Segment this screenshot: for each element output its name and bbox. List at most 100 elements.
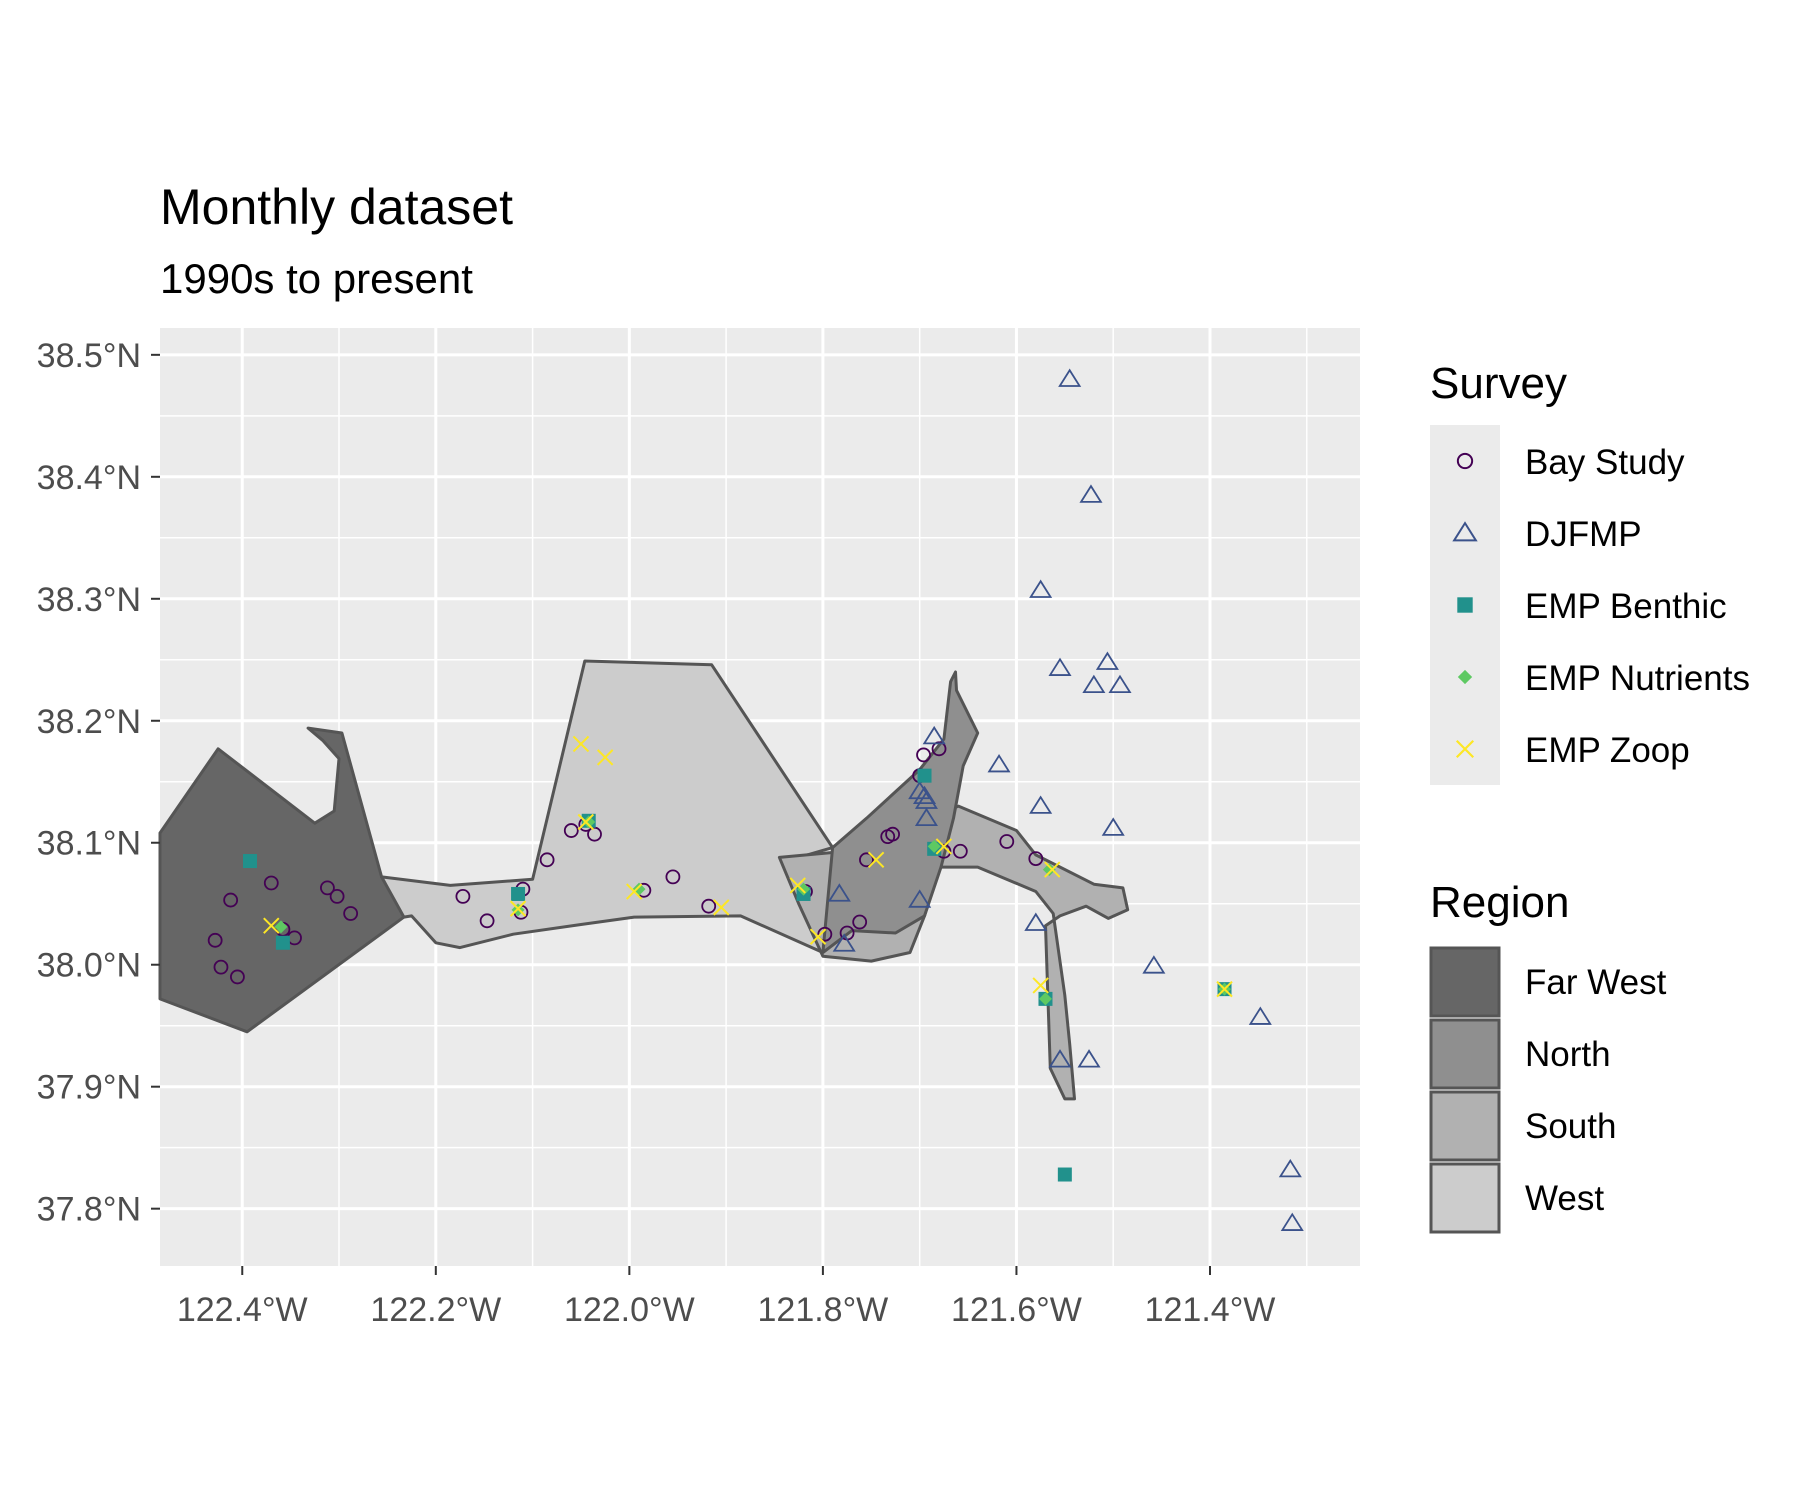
point-djfmp — [1024, 912, 1048, 931]
legend-label-bay-study: Bay Study — [1525, 443, 1685, 482]
legend-label-north: North — [1525, 1035, 1611, 1074]
point-bay-study — [230, 969, 245, 985]
region-far-west — [158, 726, 406, 1034]
point-emp-zoop — [263, 917, 280, 934]
x-tick-label: 121.8°W — [758, 1291, 889, 1329]
legend-key-djfmp — [1452, 521, 1478, 542]
point-djfmp — [908, 780, 932, 800]
legend-label-far-west: Far West — [1525, 963, 1667, 1002]
region-north — [821, 670, 980, 954]
point-djfmp — [1079, 484, 1103, 503]
point-emp-nutrients — [927, 839, 941, 853]
point-djfmp — [1048, 1049, 1072, 1068]
point-djfmp — [827, 883, 851, 902]
point-bay-study — [817, 926, 833, 942]
point-emp-zoop — [867, 851, 885, 869]
point-bay-study — [701, 898, 717, 914]
point-djfmp — [987, 753, 1011, 773]
point-bay-study — [207, 932, 223, 948]
point-emp-zoop — [625, 883, 643, 900]
x-tick-label: 121.4°W — [1145, 1291, 1276, 1329]
point-bay-study — [885, 826, 900, 842]
point-djfmp — [1108, 674, 1132, 694]
point-djfmp — [1029, 579, 1053, 598]
point-emp-benthic — [1057, 1167, 1072, 1182]
point-bay-study — [999, 834, 1015, 849]
point-djfmp — [1029, 795, 1053, 814]
point-emp-benthic — [275, 935, 290, 950]
point-bay-study — [1028, 851, 1044, 866]
point-djfmp — [1248, 1006, 1272, 1025]
y-tick-label: 38.2°N — [37, 703, 141, 741]
legend-swatch-north — [1429, 1018, 1501, 1090]
point-bay-study — [263, 875, 279, 891]
point-djfmp — [914, 807, 938, 826]
region-west — [380, 659, 849, 954]
point-emp-zoop — [572, 735, 590, 753]
point-emp-zoop — [1216, 980, 1233, 998]
x-tick-label: 122.0°W — [564, 1291, 695, 1329]
point-emp-nutrients — [274, 920, 288, 934]
legend-key-bay-study — [1456, 452, 1474, 470]
point-emp-nutrients — [1038, 992, 1052, 1006]
point-emp-nutrients — [582, 815, 596, 829]
point-emp-zoop — [935, 838, 953, 855]
y-tick-label: 38.0°N — [37, 947, 141, 985]
x-tick-label: 122.2°W — [370, 1291, 501, 1329]
point-bay-study — [213, 959, 229, 975]
legend-title-region: Region — [1430, 878, 1569, 927]
legend-label-emp-benthic: EMP Benthic — [1525, 587, 1727, 626]
legend: Survey Bay Study DJFMP EMP Benthic EMP Nutri… — [1429, 359, 1750, 1234]
legend-label-djfmp: DJFMP — [1525, 515, 1642, 554]
y-tick-label: 37.8°N — [37, 1191, 141, 1229]
point-bay-study — [563, 823, 579, 838]
region-polygons — [158, 659, 1130, 1101]
survey-points — [207, 368, 1304, 1231]
point-djfmp — [1058, 368, 1082, 387]
point-djfmp — [922, 725, 946, 745]
point-bay-study — [931, 741, 947, 757]
y-tick-label: 38.3°N — [37, 581, 141, 619]
point-djfmp — [1278, 1158, 1302, 1178]
point-bay-study — [343, 906, 359, 921]
point-djfmp — [1142, 955, 1166, 974]
legend-key-emp-zoop — [1455, 739, 1475, 759]
x-tick-label: 122.4°W — [177, 1291, 308, 1329]
legend-label-emp-nutrients: EMP Nutrients — [1525, 659, 1750, 698]
point-bay-study — [539, 852, 555, 868]
legend-key-emp-benthic — [1457, 597, 1473, 613]
point-djfmp — [912, 785, 937, 805]
point-emp-zoop — [1032, 977, 1049, 994]
point-bay-study — [479, 913, 495, 929]
x-tick-label: 121.6°W — [951, 1291, 1082, 1329]
point-emp-zoop — [509, 900, 527, 917]
point-emp-zoop — [577, 813, 595, 831]
point-emp-nutrients — [797, 882, 811, 896]
legend-swatch-south — [1429, 1090, 1501, 1162]
y-tick-label: 38.5°N — [37, 337, 141, 375]
point-emp-zoop — [1044, 861, 1061, 878]
point-djfmp — [1280, 1212, 1304, 1231]
point-emp-benthic — [243, 854, 257, 869]
point-bay-study — [665, 869, 681, 885]
y-axis: 37.8°N 37.9°N 38.0°N 38.1°N 38.2°N 38.3°N 38.4… — [37, 337, 160, 1229]
chart-subtitle: 1990s to present — [160, 255, 473, 302]
legend-label-west: West — [1525, 1179, 1604, 1218]
point-bay-study — [952, 843, 968, 859]
legend-label-south: South — [1525, 1107, 1616, 1146]
point-emp-zoop — [809, 928, 827, 945]
point-djfmp — [908, 889, 932, 908]
point-bay-study — [455, 889, 471, 904]
point-bay-study — [329, 889, 345, 904]
chart-title: Monthly dataset — [160, 179, 513, 235]
y-tick-label: 37.9°N — [37, 1069, 141, 1107]
y-tick-label: 38.1°N — [37, 825, 141, 863]
point-djfmp — [1095, 651, 1119, 670]
x-axis: 122.4°W 122.2°W 122.0°W 121.8°W 121.6°W 121.4… — [177, 1266, 1276, 1329]
point-djfmp — [1082, 674, 1106, 694]
legend-title-survey: Survey — [1430, 359, 1567, 408]
point-bay-study — [916, 747, 931, 763]
legend-swatch-west — [1429, 1162, 1501, 1234]
legend-swatch-far-west — [1429, 946, 1501, 1018]
point-emp-zoop — [596, 749, 614, 766]
